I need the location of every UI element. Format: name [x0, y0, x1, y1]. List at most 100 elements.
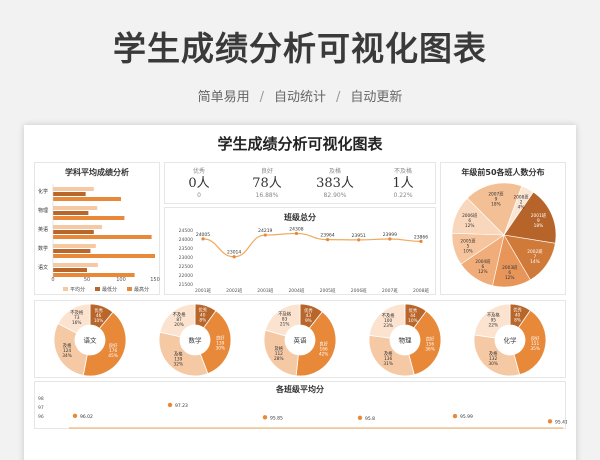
line-y-tick: 22500 [179, 264, 193, 270]
donut-slice-label: 良好 176 45% [108, 342, 118, 359]
kpi-percent: 82.90% [323, 192, 347, 199]
pie-slice [503, 185, 534, 236]
bar-x-tick: 150 [150, 277, 160, 283]
subject-donut-panel: 优秀 46 10% 良好 176 45% 及格 124 34% 不及格 73 16% 语文 优秀 40 8% 良… [34, 300, 566, 378]
subject-average-title: 学科平均成绩分析 [65, 168, 129, 177]
legend-swatch [127, 287, 132, 291]
pie-slice-label: 2004班 6 12% [475, 258, 491, 275]
line-y-tick: 23000 [179, 255, 193, 261]
line-x-tick: 2002班 [226, 287, 242, 294]
line-data-label: 24308 [289, 226, 303, 232]
donut-center-label: 英语 [294, 336, 308, 345]
kpi-label: 优秀 [192, 168, 205, 175]
bar-平均分 [53, 263, 98, 267]
line-data-label: 24005 [196, 232, 210, 238]
bar-平均分 [53, 187, 94, 191]
kpi-percent: 16.88% [255, 192, 279, 199]
scatter-data-label: 95.85 [270, 415, 283, 421]
legend-label: 最低分 [102, 286, 117, 293]
bar-x-tick: 100 [116, 277, 126, 283]
pie-slice [503, 191, 557, 244]
donut-slice-label: 及格 112 28% [274, 345, 284, 362]
donut-slice [368, 303, 406, 339]
line-y-tick: 22000 [179, 273, 193, 279]
donut-slice-label: 不及格 95 22% [487, 312, 501, 329]
top50-pie-chart: 2001班 9 18% 2002班 7 14% 2003班 6 12% 2004班 6 12% 2005… [451, 182, 557, 288]
donut-slice [158, 331, 209, 377]
donut-slice-label: 优秀 46 10% [94, 307, 104, 324]
kpi-percent: 0.22% [393, 192, 413, 199]
class-total-panel: 班级总分 24500 24000 23500 23000 22500 22000 21500… [164, 207, 436, 295]
line-y-tick: 24000 [179, 237, 193, 243]
donut-slice-label: 优秀 40 8% [513, 307, 522, 324]
line-point [232, 255, 236, 259]
class-average-title: 各班级平均分 [276, 385, 324, 394]
donut-slice [57, 303, 91, 334]
donut-slice [82, 311, 127, 377]
pie-slice-label: 2002班 7 14% [527, 248, 543, 265]
donut-center-label: 数学 [189, 336, 203, 345]
kpi-label: 及格 [328, 168, 341, 175]
bar-平均分 [53, 225, 102, 229]
bar-x-tick: 50 [84, 277, 90, 283]
sheet-title: 学生成绩分析可视化图表 [217, 135, 383, 153]
donut-center-label: 化学 [504, 336, 518, 345]
line-point [263, 233, 267, 237]
line-data-label: 23014 [227, 250, 241, 256]
pie-slice-label: 2008班 2 4% [513, 194, 529, 211]
line-data-label: 23951 [352, 233, 366, 239]
line-x-tick: 2008班 [413, 287, 429, 294]
top50-panel: 年级前50各班人数分布 2001班 9 18% 2002班 7 14% 2003班 6 12% 2… [440, 162, 566, 295]
donut-slice-label: 不及格 73 16% [70, 309, 84, 326]
line-y-tick: 24500 [179, 228, 193, 234]
kpi-item: 不及格 1人 0.22% [369, 166, 437, 199]
line-y-tick: 23500 [179, 246, 193, 252]
subtitle-item: 自动统计 [273, 90, 326, 105]
donut-slice [408, 310, 442, 376]
bar-x-tick: 0 [51, 277, 54, 283]
donut-slice [513, 309, 547, 376]
line-series [202, 232, 422, 258]
bar-平均分 [53, 244, 96, 248]
bar-最高分 [53, 216, 125, 220]
donut-slice [159, 303, 196, 338]
scatter-y-tick: 98 [38, 396, 44, 402]
legend-swatch [63, 287, 68, 291]
donut-slice-label: 及格 139 32% [174, 350, 184, 367]
pie-slice [466, 182, 523, 236]
scatter-y-tick: 96 [38, 414, 44, 420]
donut-slice-label: 及格 136 31% [383, 350, 393, 367]
kpi-value: 78人 [252, 176, 282, 191]
donut-slice [473, 303, 511, 339]
kpi-value: 1人 [392, 176, 414, 191]
class-total-line-chart: 24500 24000 23500 23000 22500 22000 21500 24005… [179, 226, 430, 294]
donut-slice-label: 及格 124 34% [62, 342, 72, 359]
line-x-tick: 2005班 [320, 287, 336, 294]
bar-最高分 [53, 273, 135, 277]
line-point [388, 237, 392, 241]
bar-平均分 [53, 206, 98, 210]
line-x-tick: 2001班 [195, 287, 211, 294]
kpi-label: 不及格 [393, 168, 412, 175]
pie-slice-label: 2003班 6 12% [502, 264, 518, 281]
donut-center-label: 语文 [84, 336, 98, 345]
scatter-point [452, 413, 458, 419]
bar-最低分 [53, 230, 94, 234]
donut-slice-label: 不及格 83 21% [278, 311, 292, 328]
kpi-panel: 优秀 0人 0 良好 78人 16.88% 及格 383人 82.90% 不及格 1人 0.22% [164, 162, 436, 204]
line-point [419, 239, 423, 244]
donut-slice-label: 不及格 100 23% [382, 312, 396, 329]
subtitle-item: 自动更新 [350, 90, 403, 105]
line-x-tick: 2003班 [257, 287, 273, 294]
scatter-data-label: 95.99 [460, 414, 473, 420]
scatter-point [72, 413, 78, 419]
donut-slice-label: 良好 139 30% [216, 334, 226, 351]
bar-category-label: 化学 [38, 188, 48, 195]
bar-最低分 [53, 249, 91, 253]
legend-label: 平均分 [70, 286, 85, 293]
kpi-label: 良好 [260, 168, 273, 175]
line-x-tick: 2004班 [288, 287, 304, 294]
kpi-percent: 0 [197, 192, 201, 199]
legend-swatch [95, 287, 100, 291]
